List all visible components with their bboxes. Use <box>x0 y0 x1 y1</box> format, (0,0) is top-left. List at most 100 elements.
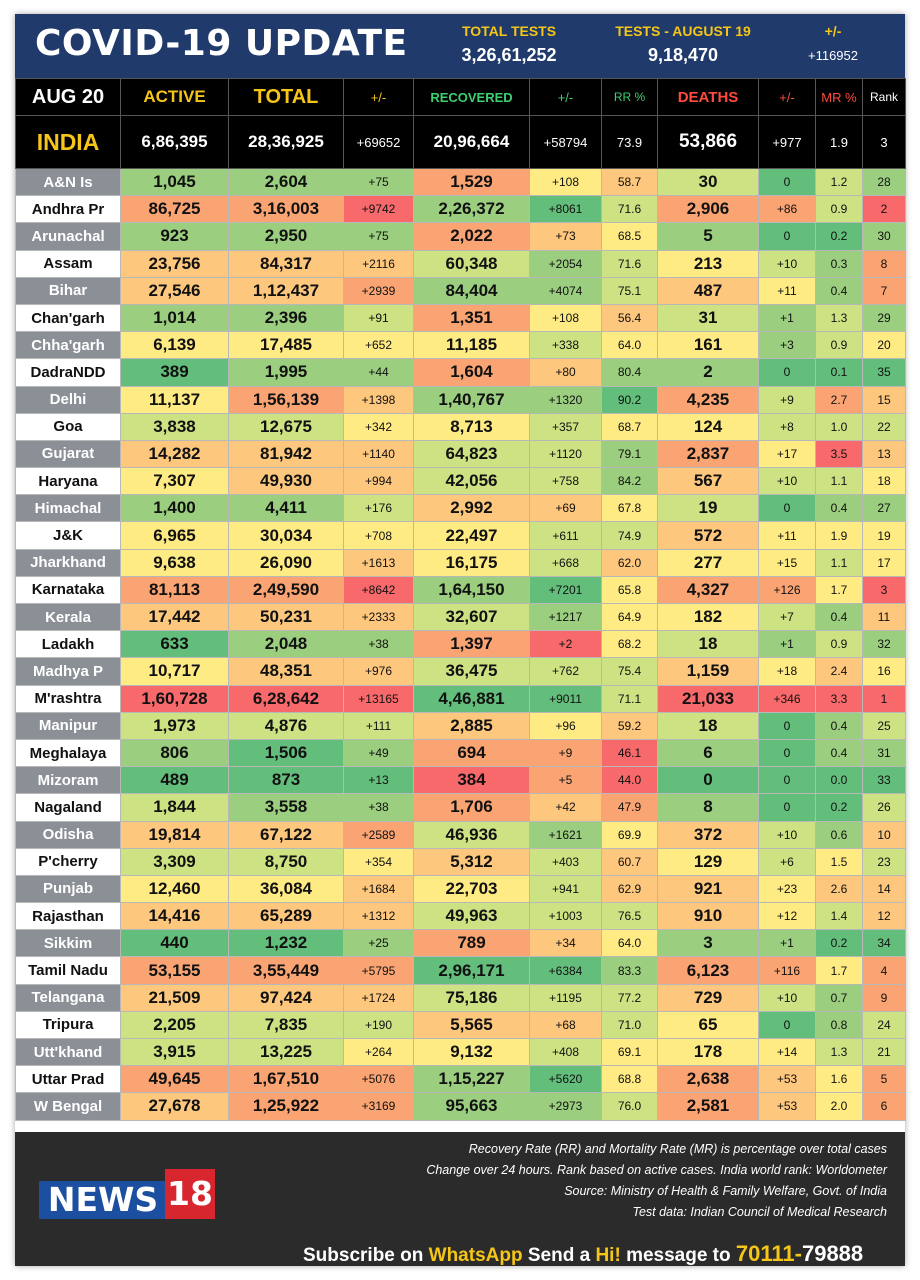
mr-cell: 3.3 <box>815 684 863 713</box>
table-row: Ladakh 633 2,048 +38 1,397 +2 68.2 18 +1 0.9 32 <box>15 630 906 659</box>
recovered-cell: 5,565 <box>413 1010 530 1040</box>
active-cell: 49,645 <box>120 1065 229 1094</box>
total-change-cell: +5795 <box>343 956 414 985</box>
table-row: Chan'garh 1,014 2,396 +91 1,351 +108 56.4 31 +1 1… <box>15 303 906 333</box>
recovered-change-cell: +403 <box>529 847 602 876</box>
mr-cell: 0.2 <box>815 793 863 822</box>
state-name-cell: Sikkim <box>15 929 121 958</box>
rr-cell: 71.6 <box>601 249 658 278</box>
total-change-cell: +49 <box>343 738 414 768</box>
logo-number: 18 <box>165 1169 215 1219</box>
poster-title: COVID-19 UPDATE <box>35 23 408 64</box>
rr-cell: 62.9 <box>601 874 658 904</box>
india-recovered-change: +58794 <box>529 115 602 169</box>
mr-cell: 1.0 <box>815 412 863 441</box>
mr-cell: 2.0 <box>815 1092 863 1121</box>
total-cell: 3,16,003 <box>228 195 344 224</box>
recovered-change-cell: +68 <box>529 1010 602 1040</box>
active-cell: 17,442 <box>120 602 229 632</box>
logo-wordmark: NEWS <box>39 1181 167 1219</box>
rr-cell: 62.0 <box>601 548 658 577</box>
total-cell: 81,942 <box>228 439 344 469</box>
total-tests-value: 3,26,61,252 <box>461 45 557 65</box>
table-row: Rajasthan 14,416 65,289 +1312 49,963 +1003 76.… <box>15 902 906 931</box>
state-data-table: AUG 20 ACTIVE TOTAL +/- RECOVERED +/- RR… <box>15 78 906 1121</box>
recovered-cell: 49,963 <box>413 902 530 931</box>
recovered-change-cell: +668 <box>529 548 602 577</box>
deaths-cell: 5 <box>657 222 759 251</box>
active-cell: 10,717 <box>120 657 229 686</box>
daily-tests-label: TESTS - AUGUST 19 <box>615 23 751 39</box>
rank-cell: 22 <box>862 412 906 441</box>
deaths-cell: 487 <box>657 276 759 305</box>
india-total-change: +69652 <box>343 115 414 169</box>
footnote-change: Change over 24 hours. Rank based on acti… <box>426 1163 887 1177</box>
recovered-cell: 75,186 <box>413 983 530 1012</box>
whatsapp-label: WhatsApp <box>428 1245 523 1266</box>
table-row: Arunachal 923 2,950 +75 2,022 +73 68.5 5 0 0.2 30 <box>15 222 906 251</box>
total-cell: 4,876 <box>228 711 344 740</box>
table-row: Utt'khand 3,915 13,225 +264 9,132 +408 69.1 178… <box>15 1037 906 1067</box>
mr-cell: 1.1 <box>815 548 863 577</box>
rank-cell: 32 <box>862 630 906 659</box>
mr-cell: 1.3 <box>815 1037 863 1067</box>
deaths-cell: 30 <box>657 167 759 197</box>
total-change-cell: +25 <box>343 929 414 958</box>
mr-cell: 0.2 <box>815 222 863 251</box>
rank-cell: 16 <box>862 657 906 686</box>
mr-cell: 1.7 <box>815 956 863 985</box>
recovered-change-cell: +5 <box>529 766 602 795</box>
table-row: Tripura 2,205 7,835 +190 5,565 +68 71.0 65 0 0.8 2… <box>15 1010 906 1040</box>
mr-cell: 0.9 <box>815 331 863 360</box>
deaths-cell: 2 <box>657 358 759 387</box>
active-cell: 6,139 <box>120 331 229 360</box>
deaths-change-cell: 0 <box>758 1010 816 1040</box>
rr-cell: 69.9 <box>601 820 658 849</box>
deaths-cell: 129 <box>657 847 759 876</box>
phone-number-part2: 79888 <box>801 1241 864 1266</box>
recovered-change-cell: +80 <box>529 358 602 387</box>
rank-cell: 28 <box>862 167 906 197</box>
deaths-change-cell: +116 <box>758 956 816 985</box>
mr-cell: 0.1 <box>815 358 863 387</box>
state-name-cell: Nagaland <box>15 793 121 822</box>
rr-cell: 84.2 <box>601 467 658 496</box>
news18-logo: NEWS 18 <box>39 1169 215 1223</box>
total-change-cell: +1398 <box>343 385 414 414</box>
total-change-cell: +38 <box>343 630 414 659</box>
active-cell: 3,309 <box>120 847 229 876</box>
total-cell: 65,289 <box>228 902 344 931</box>
india-rank: 3 <box>862 115 906 169</box>
total-cell: 1,12,437 <box>228 276 344 305</box>
total-cell: 3,55,449 <box>228 956 344 985</box>
recovered-cell: 46,936 <box>413 820 530 849</box>
rank-cell: 29 <box>862 303 906 333</box>
active-cell: 81,113 <box>120 575 229 605</box>
recovered-change-cell: +42 <box>529 793 602 822</box>
recovered-change-cell: +758 <box>529 467 602 496</box>
total-change-cell: +2333 <box>343 602 414 632</box>
mr-cell: 0.9 <box>815 630 863 659</box>
active-cell: 1,045 <box>120 167 229 197</box>
rank-cell: 21 <box>862 1037 906 1067</box>
deaths-change-cell: +17 <box>758 439 816 469</box>
total-cell: 36,084 <box>228 874 344 904</box>
active-cell: 3,838 <box>120 412 229 441</box>
rr-cell: 83.3 <box>601 956 658 985</box>
rank-cell: 1 <box>862 684 906 713</box>
recovered-change-cell: +5620 <box>529 1065 602 1094</box>
state-name-cell: P'cherry <box>15 847 121 876</box>
total-change-cell: +8642 <box>343 575 414 605</box>
deaths-cell: 729 <box>657 983 759 1012</box>
total-change-cell: +75 <box>343 222 414 251</box>
active-cell: 27,546 <box>120 276 229 305</box>
deaths-cell: 277 <box>657 548 759 577</box>
rr-cell: 64.9 <box>601 602 658 632</box>
deaths-cell: 4,235 <box>657 385 759 414</box>
recovered-change-cell: +941 <box>529 874 602 904</box>
rr-cell: 44.0 <box>601 766 658 795</box>
total-cell: 13,225 <box>228 1037 344 1067</box>
recovered-change-cell: +108 <box>529 303 602 333</box>
rank-cell: 20 <box>862 331 906 360</box>
deaths-cell: 0 <box>657 766 759 795</box>
